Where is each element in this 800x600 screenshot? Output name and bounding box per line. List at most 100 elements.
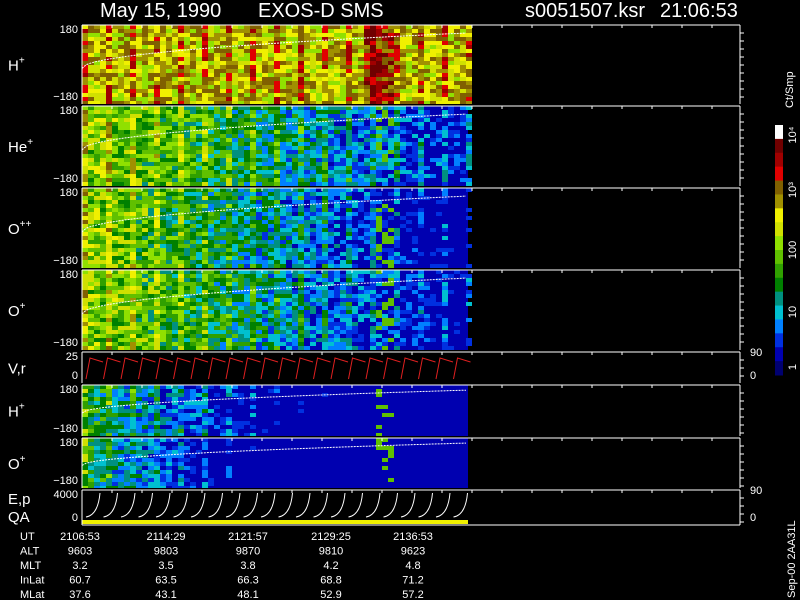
- spec-cell: [142, 421, 148, 425]
- spec-cell: [148, 65, 154, 69]
- spec-cell: [460, 106, 466, 110]
- spec-cell: [328, 270, 334, 274]
- spec-cell: [382, 346, 388, 350]
- spec-cell: [244, 118, 250, 122]
- spec-cell: [268, 174, 274, 178]
- spec-cell: [262, 101, 268, 104]
- spec-cell: [142, 298, 148, 302]
- spec-cell: [244, 85, 250, 89]
- spec-cell: [448, 290, 454, 294]
- spec-cell: [286, 45, 292, 49]
- spec-cell: [316, 118, 322, 122]
- label-sup: +: [19, 56, 25, 67]
- spec-cell: [304, 29, 310, 33]
- spec-cell: [88, 298, 94, 302]
- spec-cell: [286, 97, 292, 101]
- spec-cell: [238, 41, 244, 45]
- spec-cell: [352, 310, 358, 314]
- spec-cell: [226, 236, 232, 240]
- spec-cell: [88, 425, 94, 429]
- spec-cell: [298, 85, 304, 89]
- spec-cell: [94, 154, 100, 158]
- spec-cell: [106, 57, 112, 61]
- spec-cell: [178, 101, 184, 104]
- spec-cell: [136, 252, 142, 256]
- spec-cell: [202, 69, 208, 73]
- spec-cell: [154, 385, 160, 389]
- spec-cell: [112, 122, 118, 126]
- spec-cell: [154, 405, 160, 409]
- spec-cell: [280, 93, 286, 97]
- spec-cell: [352, 178, 358, 182]
- spec-cell: [160, 290, 166, 294]
- label-main: O: [8, 303, 20, 320]
- spec-cell: [202, 114, 208, 118]
- spec-cell: [166, 220, 172, 224]
- spec-cell: [316, 212, 322, 216]
- spec-cell: [166, 45, 172, 49]
- spec-cell: [364, 150, 370, 154]
- spec-cell: [184, 69, 190, 73]
- spec-cell: [202, 397, 208, 401]
- spec-cell: [88, 264, 94, 268]
- spec-cell: [172, 413, 178, 417]
- spec-cell: [124, 142, 130, 146]
- spec-cell: [118, 130, 124, 134]
- spec-cell: [412, 212, 418, 216]
- spec-cell: [214, 204, 220, 208]
- spec-cell: [430, 101, 436, 104]
- spec-cell: [256, 252, 262, 256]
- spec-cell: [196, 81, 202, 85]
- spec-cell: [160, 260, 166, 264]
- spec-cell: [382, 274, 388, 278]
- spec-cell: [244, 25, 250, 29]
- spec-cell: [388, 240, 394, 244]
- spec-cell: [322, 278, 328, 282]
- spec-cell: [346, 314, 352, 318]
- spec-cell: [298, 142, 304, 146]
- spec-cell: [88, 97, 94, 101]
- spec-cell: [130, 397, 136, 401]
- spec-cell: [220, 97, 226, 101]
- spec-cell: [256, 118, 262, 122]
- spec-cell: [394, 196, 400, 200]
- spec-cell: [280, 302, 286, 306]
- spec-cell: [130, 421, 136, 425]
- spec-cell: [148, 274, 154, 278]
- spec-cell: [382, 97, 388, 101]
- spec-cell: [154, 232, 160, 236]
- spec-cell: [184, 101, 190, 104]
- spec-cell: [190, 114, 196, 118]
- spec-cell: [226, 334, 232, 338]
- spec-cell: [328, 142, 334, 146]
- pitch-angle-line: [81, 113, 467, 151]
- spec-cell: [142, 65, 148, 69]
- spec-cell: [226, 244, 232, 248]
- spec-cell: [118, 33, 124, 37]
- spec-cell: [214, 37, 220, 41]
- spec-cell: [280, 260, 286, 264]
- spec-cell: [106, 53, 112, 57]
- spec-cell: [382, 158, 388, 162]
- spec-cell: [172, 385, 178, 389]
- spec-cell: [238, 53, 244, 57]
- spec-cell: [130, 252, 136, 256]
- spec-cell: [310, 178, 316, 182]
- spec-cell: [136, 433, 142, 436]
- spec-cell: [172, 166, 178, 170]
- spec-cell: [100, 220, 106, 224]
- spec-cell: [238, 69, 244, 73]
- spec-cell: [202, 216, 208, 220]
- spec-cell: [106, 298, 112, 302]
- spec-cell: [382, 69, 388, 73]
- spec-cell: [352, 278, 358, 282]
- spec-cell: [358, 220, 364, 224]
- spec-cell: [202, 208, 208, 212]
- spec-cell: [376, 178, 382, 182]
- spec-cell: [190, 134, 196, 138]
- spec-cell: [292, 41, 298, 45]
- spec-cell: [178, 322, 184, 326]
- spec-cell: [214, 244, 220, 248]
- label-main: O: [8, 221, 20, 238]
- spec-cell: [448, 166, 454, 170]
